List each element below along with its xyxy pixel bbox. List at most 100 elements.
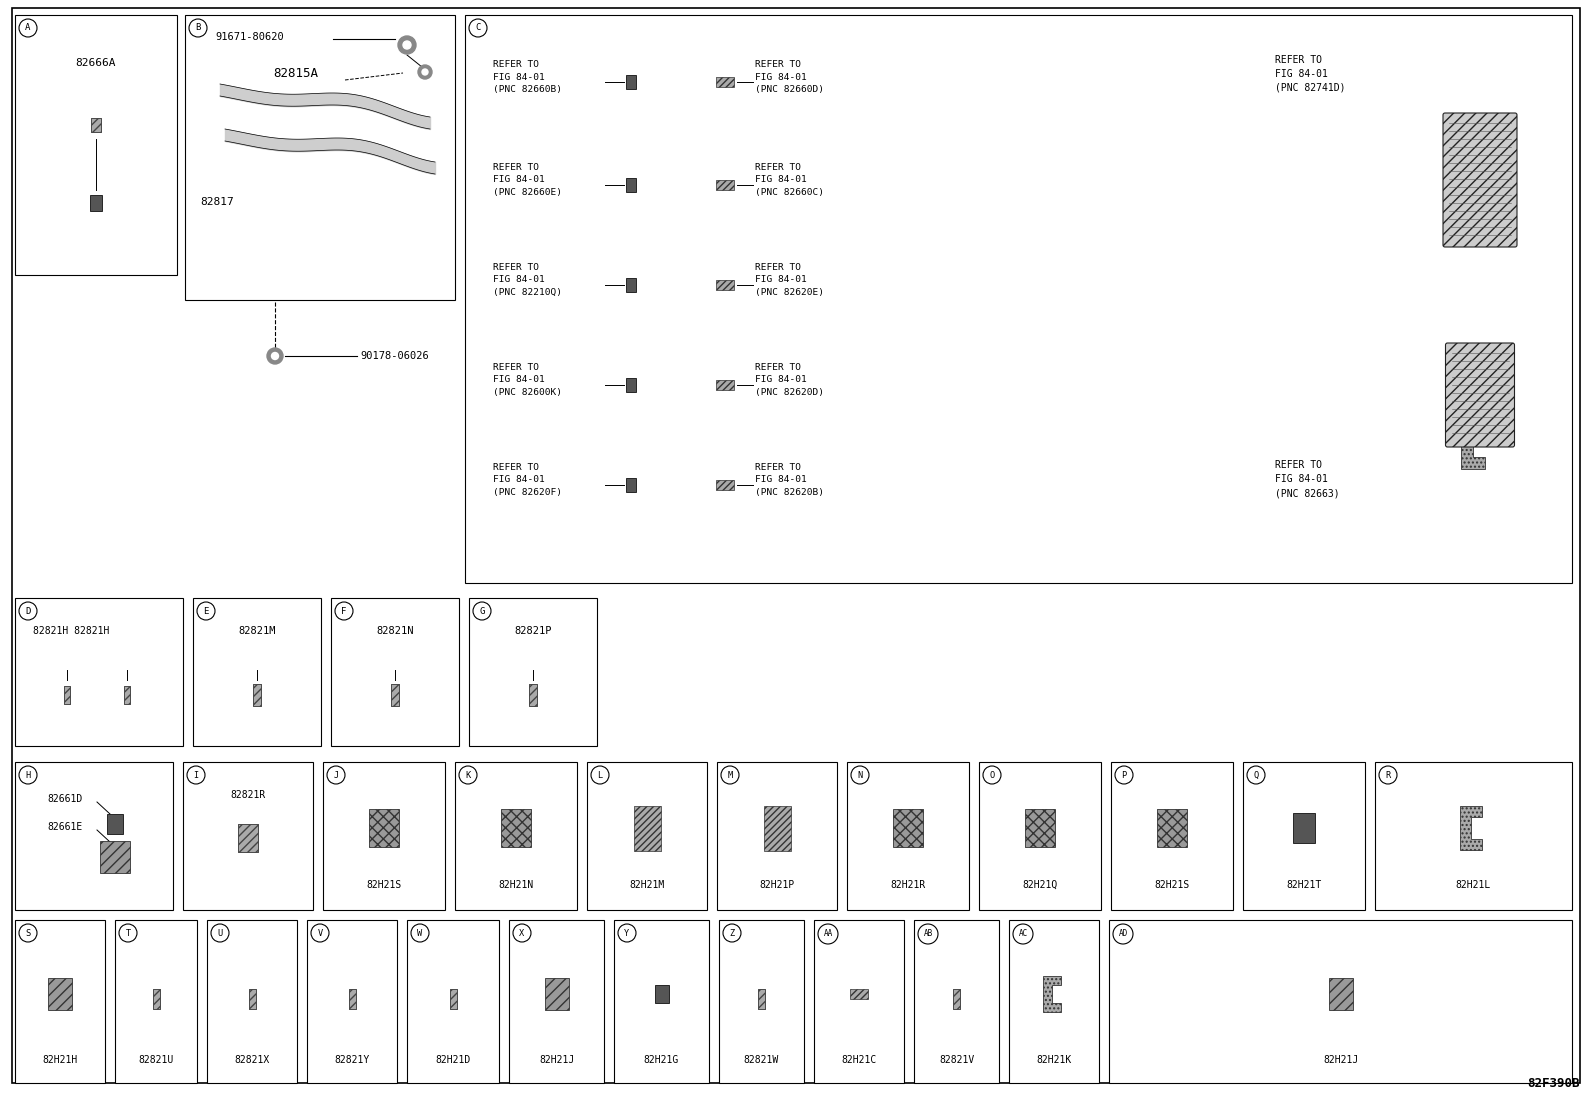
Circle shape bbox=[403, 41, 411, 49]
Text: 82661D: 82661D bbox=[48, 793, 83, 804]
Text: 82H21D: 82H21D bbox=[435, 1055, 471, 1065]
Text: W: W bbox=[417, 929, 422, 937]
Bar bbox=[14, 15, 177, 275]
FancyBboxPatch shape bbox=[1442, 113, 1517, 247]
Text: 91671-80620: 91671-80620 bbox=[215, 32, 283, 42]
Text: 82821M: 82821M bbox=[239, 626, 275, 636]
Text: 82H21M: 82H21M bbox=[629, 880, 664, 890]
Bar bbox=[91, 195, 102, 211]
Text: A: A bbox=[25, 23, 30, 33]
Text: AC: AC bbox=[1019, 930, 1027, 939]
Bar bbox=[716, 280, 734, 290]
Text: REFER TO
FIG 84-01
(PNC 82660D): REFER TO FIG 84-01 (PNC 82660D) bbox=[755, 60, 825, 95]
Bar bbox=[529, 684, 537, 706]
Bar bbox=[185, 15, 455, 300]
Text: 82H21T: 82H21T bbox=[1286, 880, 1321, 890]
Bar bbox=[716, 180, 734, 190]
Bar bbox=[323, 762, 446, 910]
Text: AB: AB bbox=[923, 930, 933, 939]
Bar bbox=[814, 920, 904, 1083]
Bar bbox=[716, 762, 837, 910]
Text: 82821U: 82821U bbox=[139, 1055, 174, 1065]
Text: F: F bbox=[341, 607, 347, 615]
Text: 82H21N: 82H21N bbox=[498, 880, 533, 890]
Bar bbox=[716, 77, 734, 87]
Bar bbox=[248, 988, 255, 1009]
Bar bbox=[893, 809, 923, 847]
Text: D: D bbox=[25, 607, 30, 615]
Bar bbox=[115, 920, 197, 1083]
Bar bbox=[124, 686, 131, 704]
Text: REFER TO
FIG 84-01
(PNC 82620B): REFER TO FIG 84-01 (PNC 82620B) bbox=[755, 463, 825, 497]
Bar bbox=[408, 920, 498, 1083]
Text: 82H21S: 82H21S bbox=[1154, 880, 1189, 890]
Bar bbox=[91, 118, 100, 132]
Bar bbox=[1328, 977, 1353, 1010]
Text: REFER TO
FIG 84-01
(PNC 82660E): REFER TO FIG 84-01 (PNC 82660E) bbox=[494, 163, 562, 197]
Text: 82661E: 82661E bbox=[48, 822, 83, 832]
Polygon shape bbox=[1460, 421, 1485, 469]
Text: 82821W: 82821W bbox=[743, 1055, 778, 1065]
Text: V: V bbox=[317, 929, 323, 937]
Text: 82H21L: 82H21L bbox=[1455, 880, 1492, 890]
Bar bbox=[626, 178, 637, 191]
Bar bbox=[626, 75, 637, 89]
Bar bbox=[14, 598, 183, 746]
Bar bbox=[764, 806, 791, 851]
Text: Y: Y bbox=[624, 929, 629, 937]
Bar bbox=[720, 920, 804, 1083]
Text: I: I bbox=[193, 770, 199, 779]
Text: 82H21G: 82H21G bbox=[643, 1055, 680, 1065]
Bar bbox=[253, 684, 261, 706]
Text: REFER TO
FIG 84-01
(PNC 82660B): REFER TO FIG 84-01 (PNC 82660B) bbox=[494, 60, 562, 95]
Bar bbox=[153, 988, 159, 1009]
Bar bbox=[107, 814, 123, 834]
Text: L: L bbox=[597, 770, 603, 779]
Text: N: N bbox=[858, 770, 863, 779]
Text: 82821P: 82821P bbox=[514, 626, 552, 636]
Bar bbox=[626, 378, 637, 391]
Bar bbox=[392, 684, 400, 706]
Circle shape bbox=[422, 69, 428, 75]
Circle shape bbox=[419, 65, 431, 79]
Bar bbox=[587, 762, 707, 910]
Bar bbox=[349, 988, 355, 1009]
Bar bbox=[847, 762, 970, 910]
Bar bbox=[1243, 762, 1364, 910]
Text: 90178-06026: 90178-06026 bbox=[360, 351, 428, 360]
Bar bbox=[1111, 762, 1232, 910]
Bar bbox=[349, 988, 355, 1009]
Circle shape bbox=[398, 36, 416, 54]
Circle shape bbox=[272, 353, 279, 359]
Text: AA: AA bbox=[823, 930, 833, 939]
Text: 82821X: 82821X bbox=[234, 1055, 269, 1065]
Text: 82H21S: 82H21S bbox=[366, 880, 401, 890]
Bar bbox=[544, 977, 568, 1010]
Text: REFER TO
FIG 84-01
(PNC 82600K): REFER TO FIG 84-01 (PNC 82600K) bbox=[494, 363, 562, 397]
Text: G: G bbox=[479, 607, 484, 615]
Bar bbox=[449, 988, 457, 1009]
Bar bbox=[449, 988, 457, 1009]
Text: 82821N: 82821N bbox=[376, 626, 414, 636]
Bar bbox=[465, 15, 1571, 582]
Bar bbox=[100, 841, 131, 873]
Bar bbox=[1110, 920, 1571, 1083]
Text: X: X bbox=[519, 929, 525, 937]
Bar bbox=[369, 809, 400, 847]
Bar bbox=[509, 920, 603, 1083]
Bar bbox=[331, 598, 458, 746]
Bar bbox=[654, 985, 669, 1002]
Polygon shape bbox=[1043, 976, 1062, 1011]
Bar bbox=[124, 686, 131, 704]
Bar bbox=[1375, 762, 1571, 910]
Bar bbox=[307, 920, 396, 1083]
Text: 82H21J: 82H21J bbox=[538, 1055, 575, 1065]
Bar bbox=[529, 684, 537, 706]
Text: 82821R: 82821R bbox=[231, 790, 266, 800]
Text: REFER TO
FIG 84-01
(PNC 82663): REFER TO FIG 84-01 (PNC 82663) bbox=[1275, 460, 1339, 498]
Bar bbox=[470, 598, 597, 746]
Bar bbox=[501, 809, 532, 847]
Text: R: R bbox=[1385, 770, 1391, 779]
Text: K: K bbox=[465, 770, 471, 779]
Bar bbox=[626, 478, 637, 491]
